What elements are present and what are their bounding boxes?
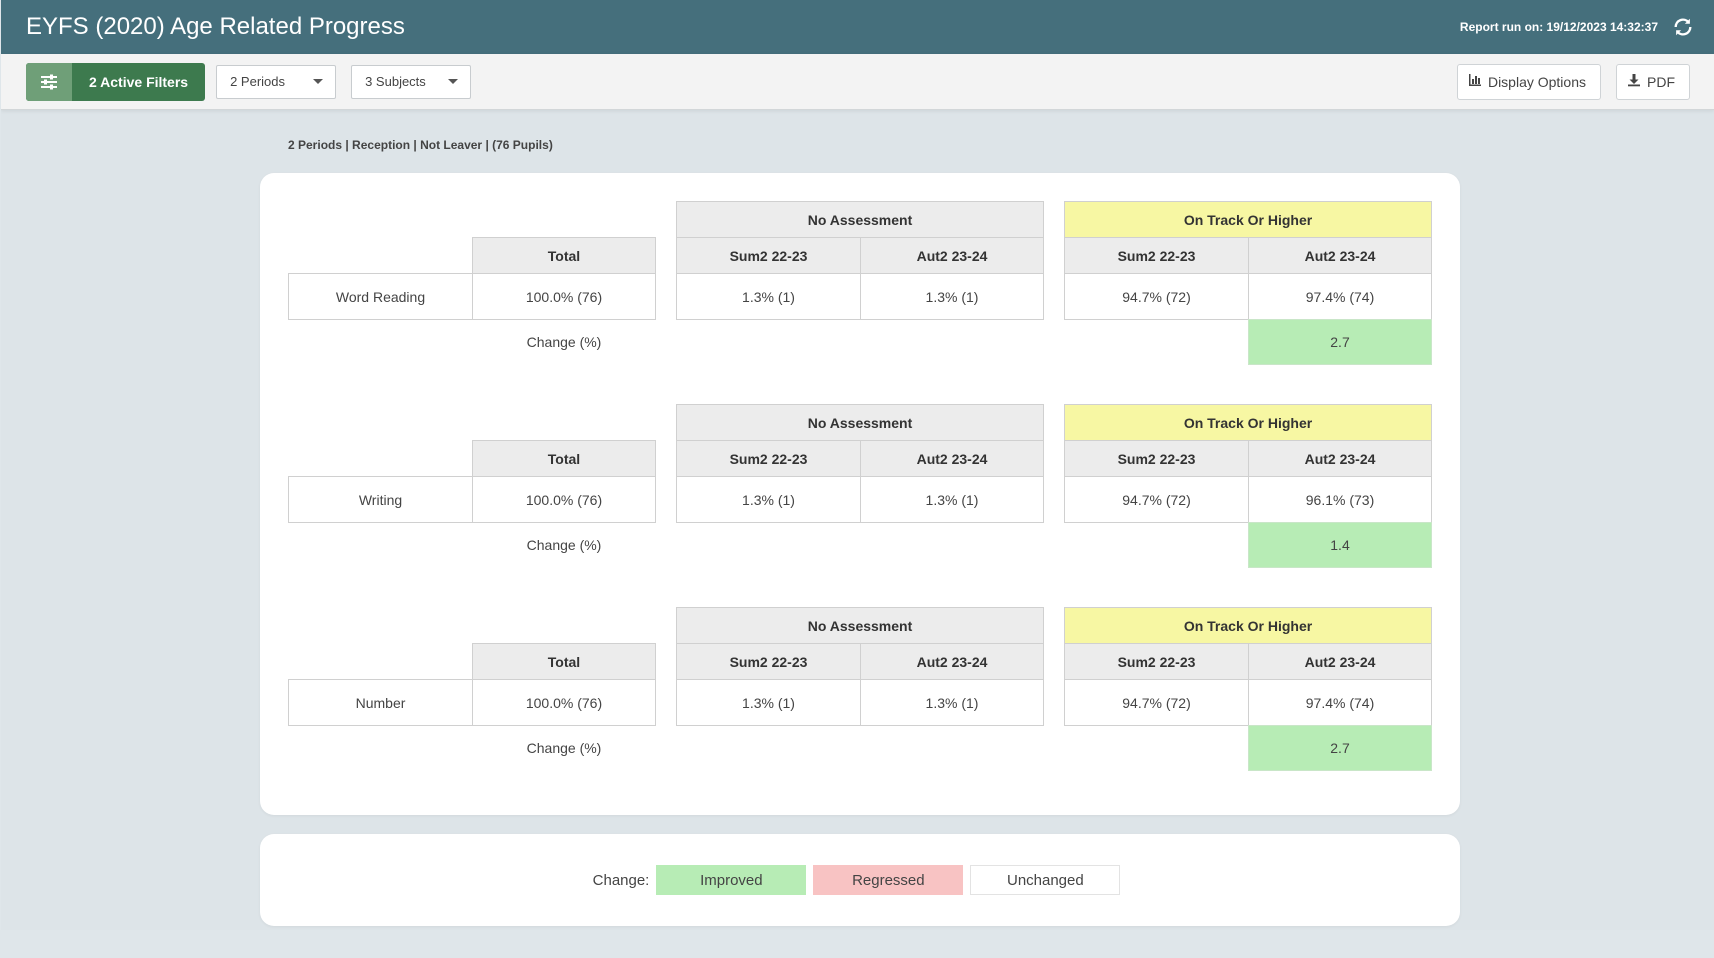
chevron-down-icon bbox=[313, 79, 324, 84]
period-header: Aut2 23-24 bbox=[1248, 643, 1432, 680]
period-header: Sum2 22-23 bbox=[676, 643, 861, 680]
legend-unchanged: Unchanged bbox=[970, 865, 1121, 895]
total-header: Total bbox=[472, 643, 656, 680]
period-header: Aut2 23-24 bbox=[1248, 237, 1432, 274]
on-track-cell: 94.7% (72) bbox=[1064, 273, 1249, 320]
total-cell: 100.0% (76) bbox=[472, 679, 656, 726]
no-assessment-header: No Assessment bbox=[676, 201, 1044, 238]
on-track-cell: 97.4% (74) bbox=[1248, 273, 1432, 320]
subject-table: No Assessment On Track Or Higher Total S… bbox=[260, 607, 1460, 772]
display-options-label: Display Options bbox=[1487, 73, 1586, 90]
bar-chart-icon bbox=[1468, 73, 1482, 90]
period-header: Aut2 23-24 bbox=[860, 643, 1044, 680]
on-track-header: On Track Or Higher bbox=[1064, 404, 1432, 441]
no-assessment-header: No Assessment bbox=[676, 607, 1044, 644]
no-assessment-cell: 1.3% (1) bbox=[860, 679, 1044, 726]
change-label: Change (%) bbox=[526, 740, 602, 756]
periods-select[interactable]: 2 Periods bbox=[216, 64, 337, 99]
legend-regressed: Regressed bbox=[813, 865, 964, 895]
active-filters-label: 2 Active Filters bbox=[89, 73, 189, 90]
periods-select-value: 2 Periods bbox=[230, 74, 286, 89]
pdf-button[interactable]: PDF bbox=[1616, 63, 1690, 100]
period-header: Sum2 22-23 bbox=[1064, 440, 1249, 477]
change-value: 2.7 bbox=[1248, 319, 1432, 365]
period-header: Aut2 23-24 bbox=[860, 440, 1044, 477]
period-header: Sum2 22-23 bbox=[676, 237, 861, 274]
subject-name: Number bbox=[288, 679, 473, 726]
on-track-cell: 97.4% (74) bbox=[1248, 679, 1432, 726]
subjects-select-value: 3 Subjects bbox=[365, 74, 426, 89]
subject-name: Word Reading bbox=[288, 273, 473, 320]
pdf-label: PDF bbox=[1647, 73, 1675, 90]
refresh-icon[interactable] bbox=[1672, 16, 1694, 38]
no-assessment-cell: 1.3% (1) bbox=[676, 679, 861, 726]
legend-label: Change: bbox=[592, 871, 650, 889]
change-label: Change (%) bbox=[526, 537, 602, 553]
on-track-cell: 96.1% (73) bbox=[1248, 476, 1432, 523]
no-assessment-cell: 1.3% (1) bbox=[676, 476, 861, 523]
period-header: Sum2 22-23 bbox=[1064, 237, 1249, 274]
sliders-icon bbox=[26, 62, 72, 101]
subject-table: No Assessment On Track Or Higher Total S… bbox=[260, 201, 1460, 366]
report-run-timestamp: Report run on: 19/12/2023 14:32:37 bbox=[1459, 20, 1658, 34]
on-track-header: On Track Or Higher bbox=[1064, 607, 1432, 644]
total-cell: 100.0% (76) bbox=[472, 273, 656, 320]
no-assessment-cell: 1.3% (1) bbox=[860, 273, 1044, 320]
display-options-button[interactable]: Display Options bbox=[1456, 63, 1601, 100]
change-label: Change (%) bbox=[526, 334, 602, 350]
subjects-select[interactable]: 3 Subjects bbox=[351, 64, 472, 99]
on-track-header: On Track Or Higher bbox=[1064, 201, 1432, 238]
header-right: Report run on: 19/12/2023 14:32:37 bbox=[1460, 16, 1694, 38]
period-header: Aut2 23-24 bbox=[860, 237, 1044, 274]
top-header: EYFS (2020) Age Related Progress Report … bbox=[1, 0, 1714, 54]
on-track-cell: 94.7% (72) bbox=[1064, 679, 1249, 726]
period-header: Sum2 22-23 bbox=[676, 440, 861, 477]
active-filters-button[interactable]: 2 Active Filters bbox=[26, 62, 206, 101]
change-value: 2.7 bbox=[1248, 725, 1432, 771]
download-icon bbox=[1627, 73, 1641, 90]
page-title: EYFS (2020) Age Related Progress bbox=[26, 13, 405, 40]
period-header: Sum2 22-23 bbox=[1064, 643, 1249, 680]
subject-table: No Assessment On Track Or Higher Total S… bbox=[260, 404, 1460, 569]
no-assessment-header: No Assessment bbox=[676, 404, 1044, 441]
subject-name: Writing bbox=[288, 476, 473, 523]
total-header: Total bbox=[472, 440, 656, 477]
change-value: 1.4 bbox=[1248, 522, 1432, 568]
app-window: EYFS (2020) Age Related Progress Report … bbox=[1, 0, 1714, 930]
report-summary: 2 Periods | Reception | Not Leaver | (76… bbox=[288, 138, 553, 152]
progress-table-card: No Assessment On Track Or Higher Total S… bbox=[260, 173, 1460, 815]
no-assessment-cell: 1.3% (1) bbox=[676, 273, 861, 320]
chevron-down-icon bbox=[448, 79, 459, 84]
filter-toolbar: 2 Active Filters 2 Periods 3 Subjects Di… bbox=[1, 54, 1714, 110]
legend-improved: Improved bbox=[656, 865, 807, 895]
total-header: Total bbox=[472, 237, 656, 274]
total-cell: 100.0% (76) bbox=[472, 476, 656, 523]
change-legend: Change: Improved Regressed Unchanged bbox=[260, 834, 1460, 926]
period-header: Aut2 23-24 bbox=[1248, 440, 1432, 477]
no-assessment-cell: 1.3% (1) bbox=[860, 476, 1044, 523]
on-track-cell: 94.7% (72) bbox=[1064, 476, 1249, 523]
